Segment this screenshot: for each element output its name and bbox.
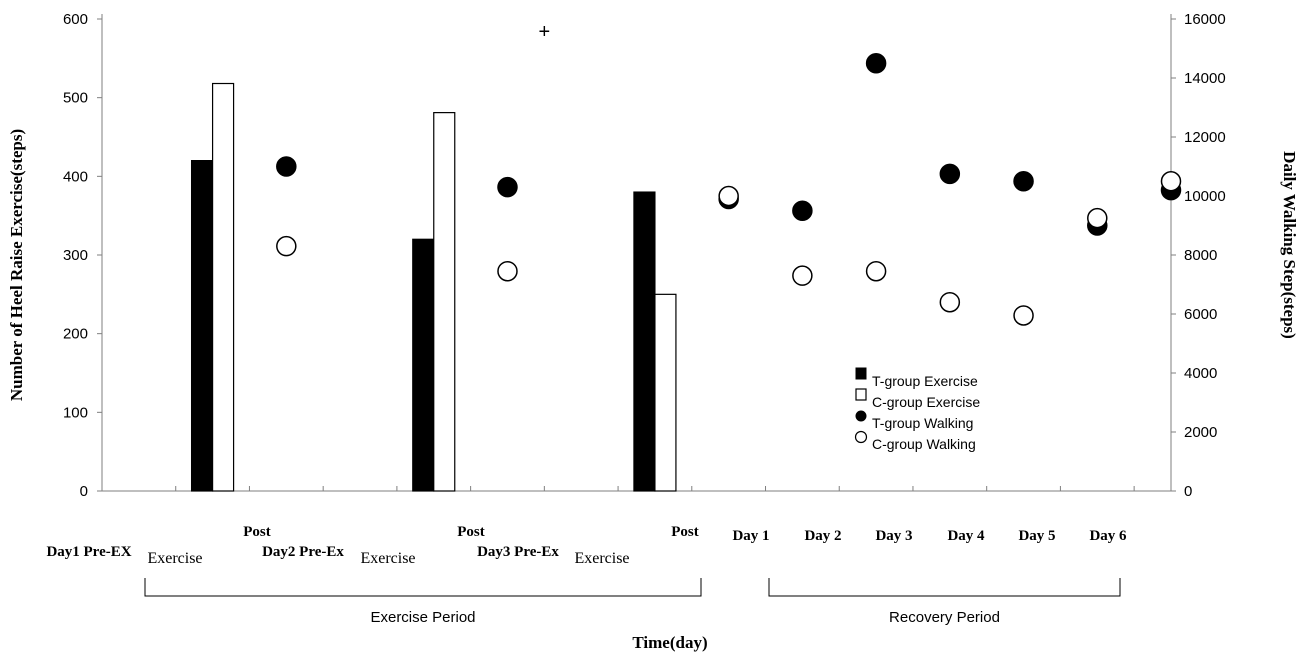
category-label: Day2 Pre-Ex [262,544,344,560]
legend: T-group Exercise C-group Exercise T-group … [854,367,980,452]
t-group-walking-point [865,53,887,74]
legend-label: C-group Walking [872,436,976,452]
category-label: Day1 Pre-EX [46,544,131,560]
category-label: Exercise [147,550,202,567]
left-tick-label: 600 [63,11,88,28]
legend-swatch-t-walking [855,410,867,422]
right-tick-label: 8000 [1184,247,1217,264]
right-tick-label: 4000 [1184,365,1217,382]
right-tick-label: 0 [1184,483,1192,500]
c-group-walking-point [1013,305,1034,326]
legend-label: T-group Exercise [872,373,978,389]
category-label: Exercise [360,550,415,567]
category-label: Day 6 [1089,528,1127,544]
t-group-walking-point [276,156,297,177]
legend-label: C-group Exercise [872,394,980,410]
t-group-walking-point [1013,171,1034,192]
legend-swatch-t-exercise [855,367,867,380]
right-axis-title: Daily Walking Step(steps) [1280,151,1299,339]
category-label: Post [243,524,271,540]
category-label: Day 1 [732,528,769,544]
c-group-exercise-bar [654,293,677,492]
c-group-exercise-bar [211,82,235,492]
left-tick-label: 300 [63,247,88,264]
left-tick-label: 0 [80,483,88,500]
t-group-walking-point [792,200,813,221]
left-tick-label: 400 [63,168,88,185]
c-group-walking-point [276,235,297,257]
c-group-walking-point [1087,207,1108,229]
t-group-exercise-bar [633,191,656,492]
annotation-marker: + [539,21,551,43]
t-group-walking-point [497,176,518,198]
period-label: Recovery Period [889,609,1000,626]
category-label: Post [457,524,485,540]
t-group-walking-point [939,163,961,185]
category-label: Day3 Pre-Ex [477,544,559,560]
t-group-exercise-bar [190,160,214,492]
c-group-walking-point [718,185,739,207]
c-group-exercise-bar [433,112,456,492]
c-group-walking-point [865,260,887,282]
c-group-walking-point [792,265,813,286]
left-tick-label: 200 [63,326,88,343]
legend-label: T-group Walking [872,415,973,431]
right-tick-label: 6000 [1184,306,1217,323]
category-label: Post [671,524,699,540]
category-label: Day 2 [804,528,841,544]
category-label: Exercise [574,550,629,567]
x-axis-title: Time(day) [632,633,707,652]
legend-swatch-c-walking [854,430,868,444]
left-axis-title: Number of Heel Raise Exercise(steps) [7,129,26,401]
c-group-walking-point [1160,171,1182,192]
left-tick-label: 100 [63,404,88,421]
right-tick-label: 16000 [1184,11,1226,28]
right-tick-label: 12000 [1184,129,1226,146]
period-label: Exercise Period [370,609,475,626]
period-bracket [768,578,1121,597]
right-tick-label: 14000 [1184,70,1226,87]
category-label: Day 3 [875,528,912,544]
right-tick-label: 2000 [1184,424,1217,441]
c-group-walking-point [497,260,518,282]
c-group-walking-point [939,291,961,313]
legend-swatch-c-exercise [855,388,867,401]
right-tick-label: 10000 [1184,188,1226,205]
category-label: Day 5 [1018,528,1055,544]
t-group-exercise-bar [412,238,435,492]
category-label: Day 4 [947,528,985,544]
period-bracket [144,578,702,597]
left-tick-label: 500 [63,90,88,107]
